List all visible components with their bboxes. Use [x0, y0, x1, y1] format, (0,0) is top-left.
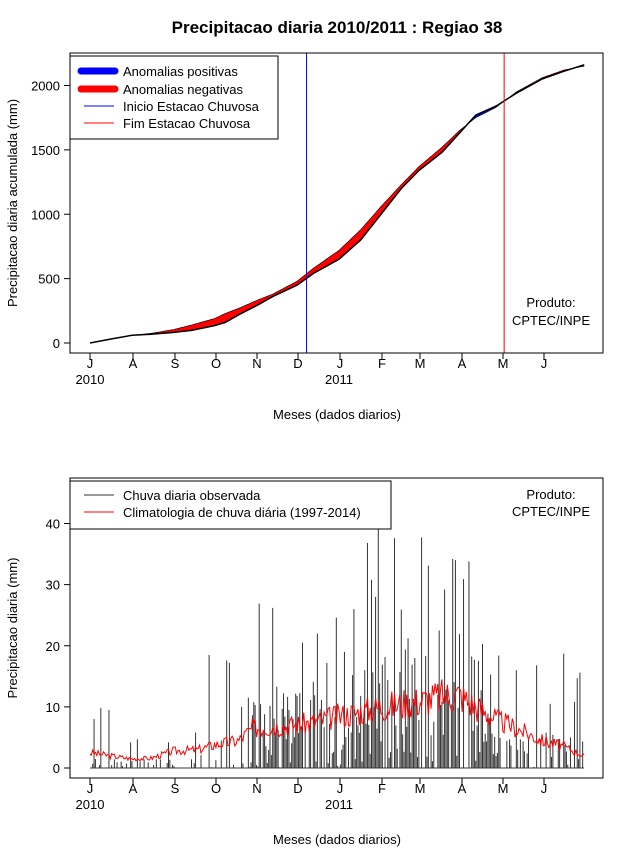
negative-anomaly-area-1: [506, 67, 574, 100]
x-axis-title-bottom: Meses (dados diarios): [273, 832, 401, 847]
year-label-2011-bottom: 2011: [325, 797, 353, 812]
x-tick-label-bottom-4: N: [252, 781, 261, 796]
legend-label-start: Inicio Estacao Chuvosa: [123, 99, 260, 114]
x-tick-label-top-2: S: [171, 356, 180, 371]
x-tick-label-bottom-7: F: [378, 781, 386, 796]
x-tick-label-top-11: J: [541, 356, 548, 371]
y-tick-label-bottom-1: 10: [46, 700, 60, 715]
y-tick-label-bottom-3: 30: [46, 578, 60, 593]
x-tick-label-top-7: F: [378, 356, 386, 371]
x-tick-label-top-5: D: [293, 356, 302, 371]
product-label-bottom: Produto:: [526, 487, 575, 502]
legend-label-end: Fim Estacao Chuvosa: [123, 116, 251, 131]
year-label-2011-top: 2011: [325, 372, 353, 387]
legend-label-negative: Anomalias negativas: [123, 82, 243, 97]
x-tick-label-bottom-9: A: [458, 781, 467, 796]
y-axis-bottom: 0 10 20 30 40: [46, 517, 70, 776]
year-label-2010-bottom: 2010: [76, 797, 105, 812]
legend-bottom: Chuva diaria observada Climatologia de c…: [69, 480, 392, 530]
daily-chart: 0 10 20 30 40 J A S O N D J F M A M J 2010 2011 Meses (…: [5, 477, 604, 847]
y-tick-label-top-3: 1500: [31, 143, 60, 158]
x-tick-label-bottom-1: A: [129, 781, 138, 796]
y-axis-title-top: Precipitacao diaria acumulada (mm): [5, 99, 20, 307]
product-source-top: CPTEC/INPE: [512, 313, 590, 328]
plot-frame-top: [69, 52, 604, 354]
y-axis-top: 0 500 1000 1500 2000: [31, 79, 70, 351]
y-tick-label-top-0: 0: [53, 336, 60, 351]
x-tick-label-top-4: N: [252, 356, 261, 371]
x-tick-label-top-3: O: [211, 356, 221, 371]
chart-title: Precipitacao diaria 2010/2011 : Regiao 3…: [172, 18, 503, 37]
climatology-line: [89, 679, 585, 762]
year-label-2010-top: 2010: [76, 372, 105, 387]
x-tick-label-top-8: M: [415, 356, 426, 371]
y-tick-label-bottom-4: 40: [46, 517, 60, 532]
x-tick-label-top-0: J: [87, 356, 94, 371]
x-tick-label-bottom-6: J: [337, 781, 344, 796]
x-tick-label-bottom-8: M: [415, 781, 426, 796]
legend-box-bottom: [69, 480, 392, 530]
y-tick-label-top-1: 500: [38, 272, 60, 287]
x-tick-label-bottom-2: S: [171, 781, 180, 796]
x-tick-label-top-10: M: [498, 356, 509, 371]
daily-rain-bars: [90, 518, 584, 769]
legend-label-observed: Chuva diaria observada: [123, 488, 261, 503]
x-tick-label-bottom-11: J: [541, 781, 548, 796]
y-tick-label-bottom-2: 20: [46, 639, 60, 654]
plot-frame-bottom: [69, 477, 604, 779]
x-axis-title-top: Meses (dados diarios): [273, 407, 401, 422]
product-label-top: Produto:: [526, 295, 575, 310]
x-tick-label-top-9: A: [458, 356, 467, 371]
legend-label-climatology: Climatologia de chuva diária (1997-2014): [123, 505, 361, 520]
product-source-bottom: CPTEC/INPE: [512, 504, 590, 519]
x-tick-label-top-1: A: [129, 356, 138, 371]
observed-cumulative-line: [89, 64, 585, 344]
y-tick-label-top-2: 1000: [31, 207, 60, 222]
negative-anomaly-area-0: [134, 124, 467, 336]
x-tick-label-bottom-0: J: [87, 781, 94, 796]
x-tick-label-bottom-5: D: [293, 781, 302, 796]
legend-top: Anomalias positivas Anomalias negativas …: [69, 55, 279, 140]
y-tick-label-top-4: 2000: [31, 79, 60, 94]
x-tick-label-bottom-10: M: [498, 781, 509, 796]
y-tick-label-bottom-0: 0: [53, 761, 60, 776]
legend-label-positive: Anomalias positivas: [123, 64, 238, 79]
x-tick-label-top-6: J: [337, 356, 344, 371]
y-axis-title-bottom: Precipitacao diaria (mm): [5, 558, 20, 699]
x-tick-label-bottom-3: O: [211, 781, 221, 796]
